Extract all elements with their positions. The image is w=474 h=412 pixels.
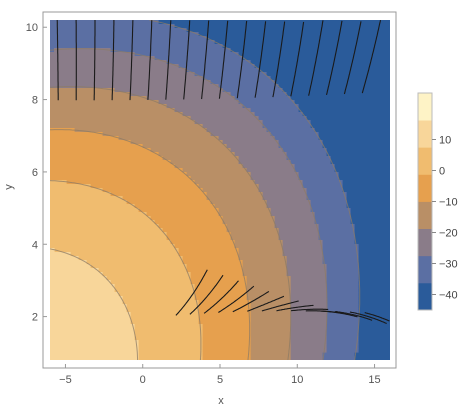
stream-line: [343, 21, 362, 95]
stream-line: [320, 310, 358, 318]
legend-swatch: [418, 120, 432, 148]
contour-lines: [50, 20, 361, 360]
contour-line: [50, 180, 202, 360]
x-axis-label: x: [218, 395, 224, 407]
stream-line: [247, 295, 285, 312]
stream-line: [364, 312, 390, 322]
legend-swatch: [418, 93, 432, 121]
stream-line: [272, 21, 286, 98]
contour-line: [50, 248, 139, 360]
stream-line: [325, 20, 343, 96]
color-legend: 10 0 −10 −20 −30 −40: [417, 92, 458, 311]
stream-line: [218, 285, 255, 313]
stream-line: [232, 290, 270, 313]
stream-line: [335, 310, 373, 321]
stream-line: [189, 274, 224, 315]
stream-line: [56, 20, 59, 101]
legend-swatch: [418, 174, 432, 202]
legend-tick-label: −40: [439, 290, 458, 302]
x-tick-label: 5: [217, 374, 223, 386]
x-tick-label: −5: [59, 374, 72, 386]
contour-band: [50, 248, 139, 360]
x-axis: −5 0 5 10 15: [59, 364, 381, 386]
legend-swatch: [418, 255, 432, 284]
legend-tick-label: 10: [439, 135, 451, 147]
contour-line: [50, 86, 292, 360]
contour-line: [50, 48, 328, 360]
stream-line: [147, 20, 153, 100]
contour-line: [149, 20, 361, 360]
contour-bands: [50, 20, 390, 360]
legend-swatch: [418, 147, 432, 175]
x-tick-label: 10: [291, 374, 303, 386]
stream-line: [93, 20, 96, 101]
contour-band: [158, 20, 390, 360]
legend-tick-label: −10: [439, 197, 458, 209]
stream-line: [129, 20, 134, 101]
y-tick-label: 4: [32, 239, 38, 251]
stream-line: [218, 20, 229, 99]
legend-tick-label: 0: [439, 166, 445, 178]
y-tick-label: 6: [32, 167, 38, 179]
stream-line: [201, 20, 210, 100]
stream-line: [276, 304, 314, 312]
y-axis-label: y: [3, 184, 15, 190]
contour-line: [50, 129, 251, 360]
y-tick-label: 10: [26, 22, 38, 34]
stream-line: [349, 311, 387, 325]
stream-line: [111, 20, 115, 101]
legend-swatch: [418, 282, 432, 311]
contour-band: [50, 180, 203, 360]
x-tick-label: 15: [368, 374, 380, 386]
stream-line: [290, 21, 305, 97]
stream-lines: [56, 20, 390, 325]
stream-line: [183, 20, 191, 100]
x-tick-label: 0: [140, 374, 146, 386]
stream-line: [236, 20, 248, 99]
legend-swatch: [418, 228, 432, 257]
y-tick-label: 8: [32, 95, 38, 107]
stream-line: [254, 21, 267, 98]
legend-tick-label: −30: [439, 259, 458, 271]
legend-tick-label: −20: [439, 228, 458, 240]
contour-band: [50, 128, 251, 360]
legend-swatch: [418, 201, 432, 230]
stream-line: [203, 280, 239, 314]
contour-band: [50, 88, 291, 360]
y-axis: 2 4 6 8 10: [26, 22, 47, 324]
stream-line: [261, 300, 299, 312]
stream-line: [175, 269, 208, 316]
stream-line: [165, 20, 172, 100]
stream-line: [291, 308, 329, 312]
y-tick-label: 2: [32, 312, 38, 324]
stream-line: [308, 20, 324, 96]
stream-line: [361, 20, 382, 94]
